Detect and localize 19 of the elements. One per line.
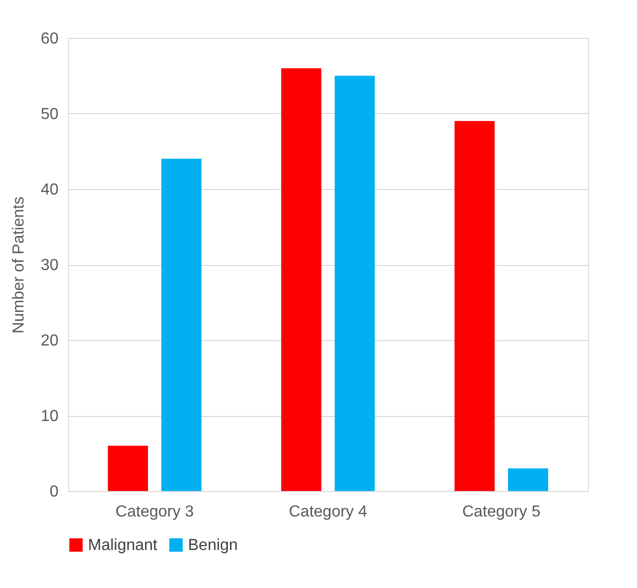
x-tick-label: Category 4 xyxy=(288,504,368,520)
y-tick-label: 10 xyxy=(40,408,59,425)
bar xyxy=(161,158,202,491)
bar xyxy=(508,468,548,491)
bar xyxy=(334,76,375,491)
legend-label: Benign xyxy=(188,537,238,554)
y-tick-label: 20 xyxy=(40,332,59,350)
y-tick-label: 50 xyxy=(40,106,59,123)
x-tick-label: Category 5 xyxy=(462,504,541,520)
bar xyxy=(108,446,148,491)
bar xyxy=(454,121,495,491)
legend-label: Malignant xyxy=(88,537,158,554)
y-tick-label: 0 xyxy=(50,484,59,500)
y-axis-title: Number of Patients xyxy=(10,196,28,334)
x-tick-label: Category 3 xyxy=(116,504,194,520)
bar xyxy=(281,68,322,491)
y-tick-label: 30 xyxy=(40,257,59,274)
y-tick-label: 40 xyxy=(40,182,59,198)
y-tick-label: 60 xyxy=(40,30,59,48)
